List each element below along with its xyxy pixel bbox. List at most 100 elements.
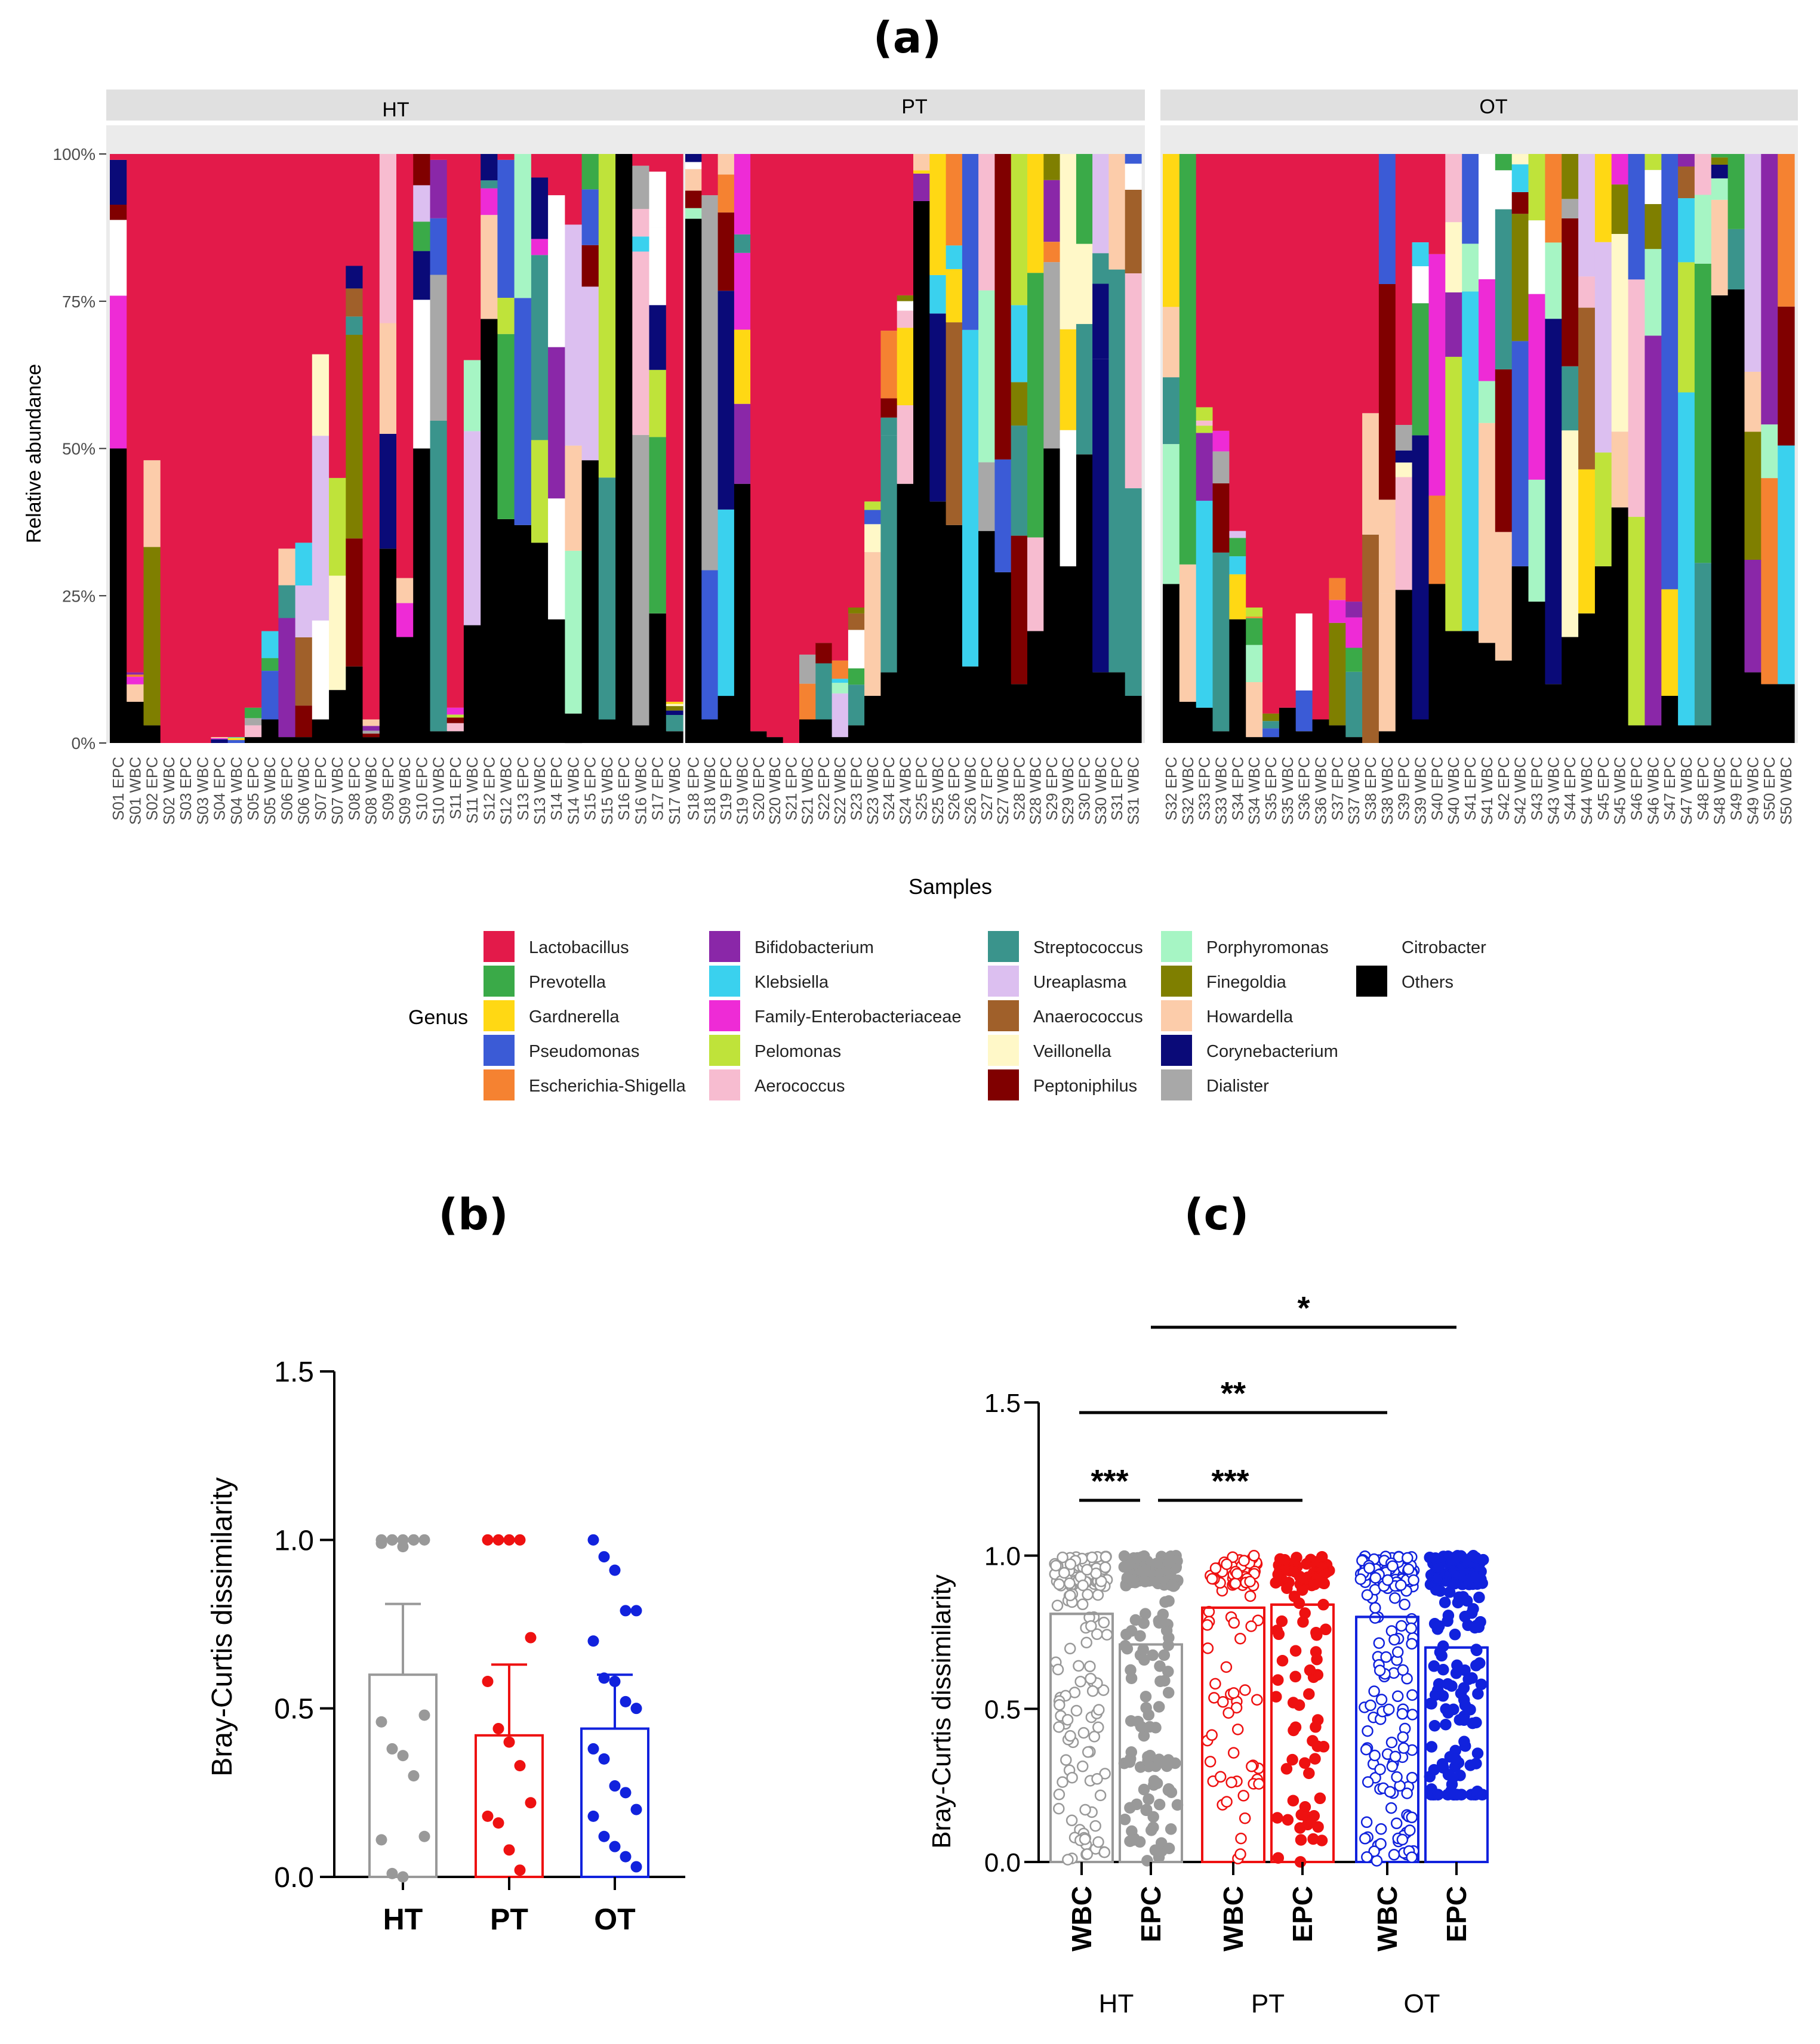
bar-segment bbox=[1229, 538, 1246, 557]
bar-segment bbox=[897, 301, 914, 311]
data-point bbox=[1391, 1690, 1404, 1703]
bar-segment bbox=[346, 288, 364, 317]
data-point bbox=[1360, 1743, 1372, 1756]
bar-segment bbox=[1479, 423, 1496, 643]
data-point bbox=[418, 1830, 430, 1842]
legend-swatch bbox=[988, 1069, 1019, 1100]
data-point bbox=[1089, 1820, 1101, 1832]
bar-segment bbox=[832, 660, 849, 679]
data-point bbox=[1149, 1844, 1162, 1857]
data-point bbox=[1154, 1660, 1166, 1672]
data-point bbox=[1138, 1617, 1150, 1629]
data-point bbox=[1171, 1799, 1184, 1811]
data-point bbox=[609, 1675, 621, 1687]
data-point bbox=[397, 1750, 409, 1762]
sample-label: S42 EPC bbox=[1495, 757, 1513, 821]
bar-segment bbox=[848, 725, 865, 743]
bar-segment bbox=[1479, 154, 1496, 279]
bar-segment bbox=[1076, 243, 1093, 324]
data-point bbox=[1289, 1670, 1301, 1683]
data-point bbox=[1125, 1715, 1137, 1727]
sample-label: S18 WBC bbox=[701, 757, 719, 825]
legend-swatch bbox=[1161, 1000, 1192, 1031]
data-point bbox=[1238, 1555, 1250, 1567]
bar-segment bbox=[649, 227, 667, 306]
legend-swatch bbox=[484, 1069, 515, 1100]
bar-segment bbox=[329, 154, 346, 478]
data-point bbox=[1253, 1778, 1265, 1790]
data-point bbox=[1153, 1798, 1166, 1811]
bar-segment bbox=[446, 723, 464, 732]
bar-segment bbox=[1163, 444, 1180, 584]
bar-segment bbox=[1395, 450, 1413, 463]
bar-segment bbox=[514, 298, 532, 525]
bar-segment bbox=[160, 154, 178, 743]
bar-segment bbox=[1412, 154, 1429, 242]
data-point bbox=[1248, 1550, 1260, 1562]
data-point bbox=[1439, 1596, 1451, 1608]
sample-label: S41 EPC bbox=[1461, 757, 1479, 821]
bar-segment bbox=[864, 510, 881, 525]
data-point bbox=[1397, 1731, 1409, 1743]
data-point bbox=[1064, 1589, 1076, 1602]
bar-segment bbox=[446, 714, 464, 718]
data-point bbox=[1151, 1576, 1163, 1588]
data-point bbox=[386, 1867, 398, 1879]
bar-segment bbox=[1262, 154, 1280, 714]
bar-segment bbox=[1196, 501, 1214, 708]
legend-label: Others bbox=[1402, 973, 1453, 992]
data-point bbox=[1432, 1789, 1444, 1801]
bar-segment bbox=[897, 295, 914, 301]
y-axis-label-a: Relative abundance bbox=[23, 364, 45, 544]
data-point bbox=[1066, 1771, 1078, 1784]
bar-segment bbox=[446, 717, 464, 723]
data-point bbox=[1222, 1707, 1234, 1719]
bar-segment bbox=[649, 154, 667, 172]
legend-label: Prevotella bbox=[529, 973, 606, 992]
bar-segment bbox=[396, 154, 414, 578]
data-point bbox=[1281, 1582, 1293, 1594]
bar-segment bbox=[1011, 535, 1028, 685]
bar-segment bbox=[1196, 707, 1214, 743]
data-point bbox=[1473, 1591, 1485, 1604]
data-point bbox=[1442, 1707, 1454, 1719]
data-point bbox=[1086, 1551, 1098, 1564]
sample-label: S10 EPC bbox=[412, 757, 430, 821]
data-point bbox=[1228, 1687, 1240, 1699]
data-point bbox=[1121, 1571, 1134, 1584]
bar-segment bbox=[1462, 154, 1479, 244]
data-point bbox=[1289, 1645, 1302, 1657]
data-point bbox=[1119, 1640, 1131, 1652]
data-point bbox=[1289, 1721, 1302, 1733]
data-point bbox=[1467, 1603, 1479, 1615]
bar-segment bbox=[717, 696, 735, 743]
bar-segment bbox=[897, 154, 914, 295]
data-point bbox=[1406, 1709, 1418, 1721]
bar-segment bbox=[929, 313, 947, 502]
bar-segment bbox=[1645, 249, 1662, 336]
bar-segment bbox=[1212, 154, 1230, 431]
y-tick-label: 25% bbox=[62, 587, 96, 605]
bar-segment bbox=[994, 154, 1012, 460]
bar-segment bbox=[1262, 737, 1280, 743]
panel-b-title: (b) bbox=[438, 1189, 508, 1240]
bar-segment bbox=[1412, 266, 1429, 304]
data-point bbox=[1153, 1615, 1165, 1627]
data-point bbox=[1170, 1562, 1182, 1574]
data-point bbox=[1382, 1574, 1394, 1586]
bar-segment bbox=[1479, 643, 1496, 743]
bar-segment bbox=[278, 585, 296, 618]
bar-segment bbox=[1594, 242, 1612, 453]
bar-segment bbox=[194, 154, 211, 743]
sample-label: S11 EPC bbox=[446, 757, 464, 819]
bar-segment bbox=[261, 719, 279, 743]
bar-segment bbox=[1027, 154, 1044, 273]
data-point bbox=[1140, 1691, 1152, 1703]
data-point bbox=[1385, 1736, 1398, 1749]
bar-segment bbox=[783, 154, 800, 743]
data-point bbox=[514, 1760, 526, 1772]
bar-segment bbox=[413, 185, 430, 222]
bar-segment bbox=[1462, 631, 1479, 743]
data-point bbox=[418, 1534, 430, 1546]
data-point bbox=[609, 1780, 621, 1792]
